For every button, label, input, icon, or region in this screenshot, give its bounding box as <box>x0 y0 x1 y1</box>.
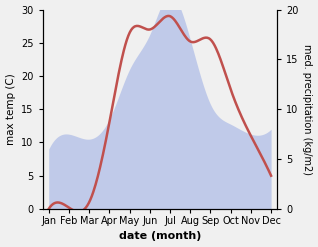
Y-axis label: max temp (C): max temp (C) <box>5 73 16 145</box>
Y-axis label: med. precipitation (kg/m2): med. precipitation (kg/m2) <box>302 44 313 175</box>
X-axis label: date (month): date (month) <box>119 231 201 242</box>
